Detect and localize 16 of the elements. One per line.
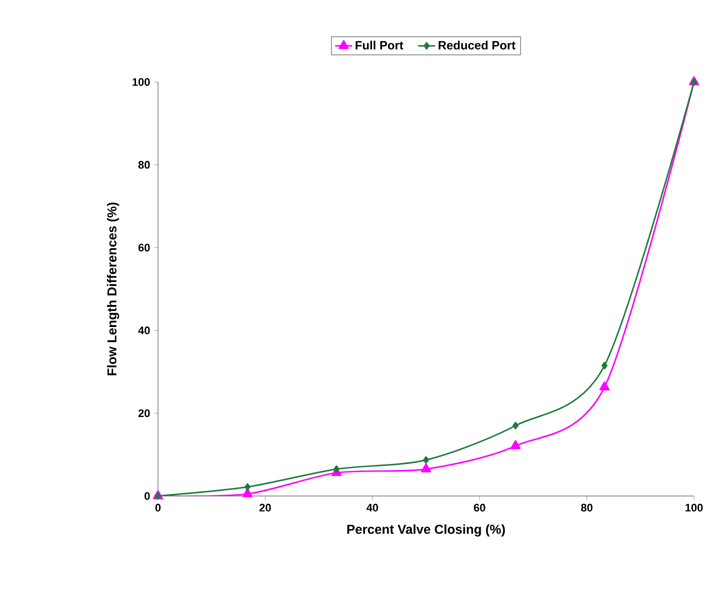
x-tick-label: 0 xyxy=(155,504,161,512)
legend-label: Full Port xyxy=(356,40,404,50)
y-tick-label: 100 xyxy=(132,78,150,86)
x-tick-label: 100 xyxy=(686,504,703,512)
y-tick-label: 80 xyxy=(138,160,150,169)
x-tick-label: 60 xyxy=(474,504,486,512)
y-axis-title: Flow Length Differences (%) xyxy=(106,202,120,376)
legend-label: Reduced Port xyxy=(438,40,516,50)
y-tick-label: 20 xyxy=(138,409,150,418)
y-tick-label: 40 xyxy=(138,326,150,334)
y-tick-label: 60 xyxy=(138,244,150,252)
x-tick-label: 20 xyxy=(259,504,271,512)
x-tick-label: 40 xyxy=(366,504,378,512)
y-tick-label: 0 xyxy=(144,492,150,500)
x-axis-title: Percent Valve Closing (%) xyxy=(347,524,505,537)
x-tick-label: 80 xyxy=(581,504,592,512)
